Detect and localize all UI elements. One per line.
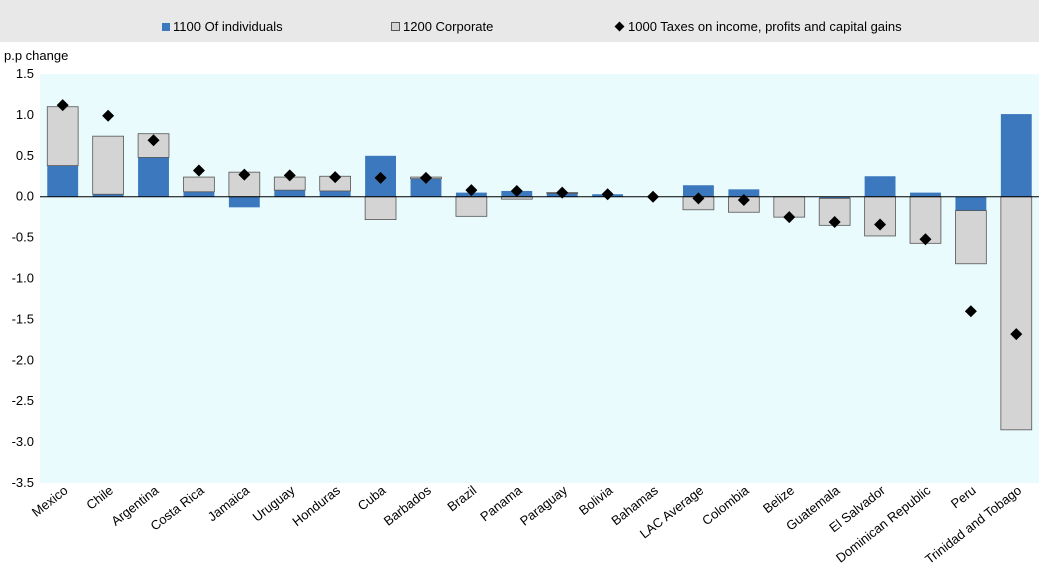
total-marker — [964, 305, 977, 318]
total-marker — [556, 186, 569, 199]
bar-corporate — [46, 106, 79, 167]
legend-item-individuals: 1100 Of individuals — [162, 19, 283, 34]
total-marker — [56, 99, 69, 112]
bar-corporate — [955, 210, 987, 265]
total-marker — [238, 168, 251, 181]
bar-corporate — [1000, 196, 1033, 431]
bar-individuals — [728, 189, 760, 197]
x-tick-label: Jamaica — [205, 482, 253, 524]
legend-label-total: 1000 Taxes on income, profits and capita… — [628, 19, 902, 34]
bar-individuals — [955, 196, 987, 211]
total-marker — [737, 193, 750, 206]
y-tick-label: -3.5 — [12, 475, 34, 490]
total-marker — [647, 190, 660, 203]
total-marker — [692, 192, 705, 205]
bar-individuals — [47, 165, 79, 197]
y-tick-label: -0.5 — [12, 230, 34, 245]
total-marker — [465, 184, 478, 197]
bar-corporate — [455, 196, 488, 217]
y-tick-label: 0.0 — [16, 189, 34, 204]
bar-corporate — [364, 196, 397, 221]
total-marker — [102, 109, 115, 122]
bar-corporate — [92, 135, 124, 195]
total-marker — [1010, 328, 1023, 341]
x-tick-label: Peru — [948, 483, 979, 512]
legend-item-total: 1000 Taxes on income, profits and capita… — [614, 19, 902, 34]
bar-individuals — [228, 196, 260, 208]
bar-corporate — [183, 176, 215, 193]
total-marker — [601, 188, 614, 201]
x-tick-label: Honduras — [289, 482, 343, 529]
y-tick-label: -2.5 — [12, 393, 34, 408]
total-marker — [419, 171, 432, 184]
total-marker — [192, 164, 205, 177]
y-tick-label: -2.0 — [12, 352, 34, 367]
legend-swatch-individuals — [162, 22, 170, 31]
total-marker — [874, 218, 887, 231]
bar-individuals — [819, 196, 851, 199]
x-tick-label: Colombia — [699, 482, 752, 528]
total-marker — [147, 134, 160, 147]
bar-individuals — [864, 176, 896, 197]
y-tick-label: 1.0 — [16, 107, 34, 122]
x-tick-label: Barbados — [381, 482, 434, 528]
bar-individuals — [319, 190, 351, 197]
legend-item-corporate: 1200 Corporate — [391, 19, 493, 34]
total-marker — [783, 211, 796, 224]
y-tick-label: 0.5 — [16, 148, 34, 163]
bar-individuals — [682, 185, 714, 197]
legend-label-individuals: 1100 Of individuals — [173, 19, 283, 34]
y-tick-label: 1.5 — [16, 66, 34, 81]
total-marker — [828, 216, 841, 229]
plot-area — [40, 74, 1039, 483]
x-tick-label: Brazil — [444, 482, 479, 514]
total-marker — [374, 171, 387, 184]
total-marker — [919, 233, 932, 246]
legend-label-corporate: 1200 Corporate — [403, 19, 494, 34]
x-tick-label: Mexico — [29, 483, 71, 520]
bar-individuals — [138, 157, 169, 197]
x-tick-label: Belize — [760, 483, 797, 517]
y-tick-label: -1.0 — [12, 271, 34, 286]
total-marker — [283, 169, 296, 182]
bar-individuals — [92, 194, 124, 197]
total-markers — [56, 99, 1023, 341]
y-tick-label: -1.5 — [12, 311, 34, 326]
x-tick-label: Chile — [83, 483, 116, 513]
x-tick-label: Paraguay — [517, 482, 570, 528]
total-marker — [329, 171, 342, 184]
y-tick-label: -3.0 — [12, 434, 34, 449]
total-marker — [510, 184, 523, 197]
y-axis-label: p.p change — [4, 48, 68, 63]
legend-swatch-corporate — [391, 22, 400, 31]
x-tick-label: Bolivia — [576, 482, 616, 518]
bar-individuals — [274, 190, 306, 197]
bar-individuals — [910, 192, 941, 197]
bar-individuals — [1000, 114, 1032, 197]
x-tick-label: Cuba — [355, 482, 389, 513]
chart-legend: 1100 Of individuals 1200 Corporate 1000 … — [0, 0, 1039, 42]
y-axis-ticks: 1.5 1.0 0.5 0.0 -0.5 -1.0 -1.5 -2.0 -2.5 -3.0 -3.5 — [12, 66, 34, 490]
bar-individuals — [183, 191, 215, 197]
bar-individuals — [410, 178, 442, 197]
